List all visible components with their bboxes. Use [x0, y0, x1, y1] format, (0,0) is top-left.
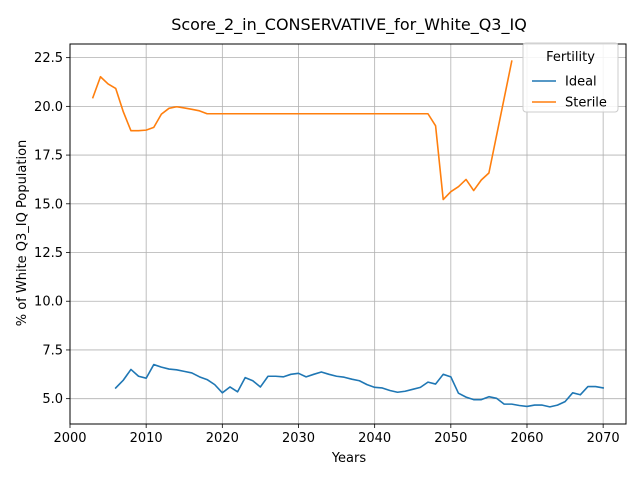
y-axis-ticks: 5.0 7.5 10.0 12.5 15.0 17.5 20.0 22.5	[34, 51, 70, 407]
x-tick-label: 2030	[282, 431, 315, 446]
plot-frame	[69, 43, 627, 425]
x-axis-ticks: 2000 2010 2020 2030 2040 2050 2060 2070	[53, 424, 620, 446]
y-tick-label: 15.0	[34, 197, 63, 212]
y-tick-label: 10.0	[34, 295, 63, 310]
y-axis-label: % of White Q3_IQ Population	[15, 140, 30, 327]
y-tick-label: 5.0	[42, 392, 63, 407]
series-line-sterile	[91, 60, 513, 201]
x-tick-label: 2020	[206, 431, 239, 446]
legend-label-ideal: Ideal	[565, 75, 597, 90]
y-tick-label: 7.5	[42, 343, 63, 358]
x-axis-label: Years	[331, 451, 367, 466]
legend-title: Fertility	[546, 50, 595, 65]
x-tick-label: 2050	[434, 431, 467, 446]
chart-title: Score_2_in_CONSERVATIVE_for_White_Q3_IQ	[171, 15, 527, 35]
legend-box	[522, 42, 619, 113]
x-tick-label: 2070	[587, 431, 620, 446]
x-tick-label: 2040	[358, 431, 391, 446]
x-tick-label: 2060	[510, 431, 543, 446]
x-tick-label: 2000	[53, 431, 86, 446]
grid-lines	[69, 44, 626, 424]
series-layer	[91, 60, 605, 408]
legend-label-sterile: Sterile	[565, 96, 607, 111]
x-tick-label: 2010	[130, 431, 163, 446]
series-line-ideal	[114, 363, 605, 408]
y-tick-label: 17.5	[34, 149, 63, 164]
y-tick-label: 22.5	[34, 51, 63, 66]
y-tick-label: 12.5	[34, 246, 63, 261]
y-tick-label: 20.0	[34, 100, 63, 115]
legend: Fertility Ideal Sterile	[522, 42, 619, 113]
